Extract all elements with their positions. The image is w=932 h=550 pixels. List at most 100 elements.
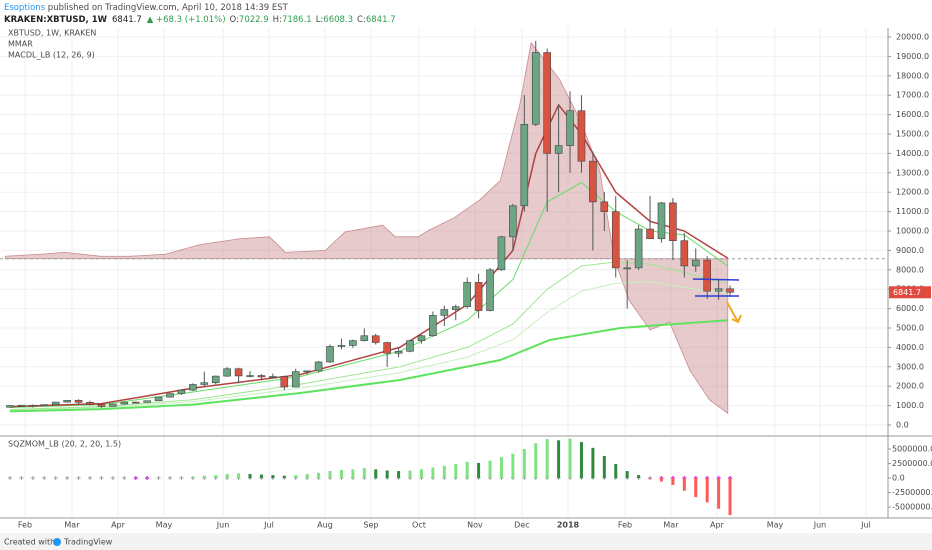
publish-line: Esoptions published on TradingView.com, … [4, 3, 289, 13]
momentum-bar [728, 478, 732, 516]
momentum-bar [362, 468, 366, 479]
momentum-bar [511, 453, 515, 479]
candle-body [291, 371, 300, 388]
squeeze-cross [168, 476, 173, 481]
squeeze-cross [65, 476, 70, 481]
momentum-bar [717, 478, 721, 509]
y-tick-label: 12000.0 [896, 188, 929, 197]
candle-body [257, 375, 266, 378]
x-tick-label: Jun [813, 521, 827, 530]
candle-body [86, 402, 94, 405]
candle-body [554, 145, 563, 154]
candle-body [189, 384, 197, 391]
candle-body [691, 259, 700, 267]
candle-body [143, 400, 151, 403]
x-tick-label: 2018 [557, 521, 580, 530]
arrow [726, 301, 742, 324]
last-price: 6841.7 [112, 15, 142, 25]
candle-body [51, 401, 60, 405]
squeeze-cross [145, 476, 150, 481]
candle-body [394, 350, 403, 354]
x-tick-label: May [156, 521, 173, 530]
candle-body [577, 110, 586, 162]
candle-body [223, 368, 231, 377]
symbol-line: KRAKEN:XBTUSD, 1W 6841.7 ▲ +68.3 (+1.01%) O… [4, 15, 396, 25]
momentum-bar [499, 457, 503, 479]
momentum-bar [602, 455, 606, 479]
candle-body [246, 375, 254, 377]
squeeze-cross [122, 476, 127, 481]
squeeze-cross [110, 476, 115, 481]
ribbon-line [9, 261, 728, 410]
candle-body [589, 160, 597, 203]
candle-body [611, 211, 620, 269]
momentum-bar [408, 470, 412, 479]
price-tag-label: 6841.7 [893, 288, 921, 297]
candle-body [6, 405, 14, 408]
candle-body [371, 335, 380, 343]
momentum-bar [202, 475, 206, 479]
candle-body [383, 342, 391, 354]
momentum-bar [591, 447, 595, 479]
y-tick-label: 20000.0 [896, 33, 929, 42]
momentum-bar [637, 475, 641, 479]
momentum-bar [614, 464, 618, 479]
candle-body [360, 335, 369, 341]
candle-body [74, 400, 83, 403]
x-tick-label: Nov [467, 521, 483, 530]
author[interactable]: Esoptions [4, 3, 46, 13]
candle-body [97, 404, 106, 407]
candle-body [109, 403, 117, 407]
brand[interactable]: TradingView [63, 538, 113, 547]
momentum-bar [248, 473, 252, 479]
candle-body [269, 376, 277, 378]
candle-body [474, 282, 483, 311]
legend: MMAR [8, 40, 33, 49]
y-tick-label: 6000.0 [896, 304, 924, 313]
candle-body [726, 288, 734, 293]
momentum-bar [385, 470, 389, 479]
x-tick-label: Aug [317, 521, 333, 530]
candle-body [40, 404, 49, 406]
y-tick-label: 1000.0 [896, 401, 924, 410]
ohlc-value: 7022.9 [239, 15, 269, 25]
candle-body [646, 228, 654, 240]
candle-body [440, 309, 449, 316]
symbol: KRAKEN:XBTUSD, 1W [4, 15, 108, 25]
momentum-bar [579, 442, 583, 479]
candle-body [29, 404, 37, 407]
candle-body [463, 282, 471, 307]
squeeze-cross [53, 476, 58, 481]
momentum-bar [454, 464, 458, 479]
momentum-bar [534, 443, 538, 479]
candle-body [63, 400, 71, 403]
legend: MACDL_LB (12, 26, 9) [8, 51, 95, 60]
candle-body [634, 228, 643, 269]
y-tick-label: 5000.0 [896, 324, 924, 333]
candle-body [234, 368, 243, 377]
ohlc-label: L: [316, 15, 324, 25]
momentum-bar [568, 438, 572, 479]
candle-body [314, 361, 323, 372]
candle-body [417, 335, 426, 341]
momentum-bar [225, 473, 229, 479]
squeeze-cross [42, 476, 47, 481]
y-tick-label: 16000.0 [896, 110, 929, 119]
x-tick-label: Jul [860, 521, 871, 530]
candle-body [280, 376, 289, 388]
ohlc-value: 6608.3 [323, 15, 353, 25]
candle-body [497, 236, 506, 271]
squeeze-cross [648, 476, 653, 481]
momentum-bar [522, 449, 526, 479]
y-tick-label: 2000.0 [896, 382, 924, 391]
drawn-line [692, 278, 740, 281]
change: ▲ +68.3 (+1.01%) [147, 15, 226, 25]
candle-body [451, 306, 460, 310]
y-tick-label: 18000.0 [896, 71, 929, 80]
candle-body [337, 345, 346, 347]
y-tick-label: 0.0 [896, 421, 909, 430]
plot [0, 28, 888, 517]
momentum-bar [397, 471, 401, 479]
y-tick-label: 11000.0 [896, 207, 929, 216]
